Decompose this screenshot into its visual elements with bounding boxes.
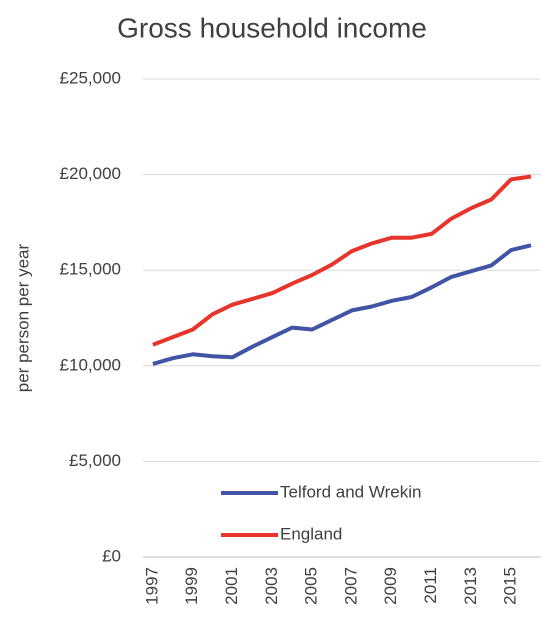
y-tick-label: £15,000: [60, 260, 121, 279]
series-line: [152, 243, 532, 366]
x-tick-label: 1999: [182, 567, 201, 605]
x-tick-label: 2001: [222, 567, 241, 605]
legend-label: England: [280, 524, 342, 543]
y-tick-label: £5,000: [69, 451, 121, 470]
y-tick-label: £25,000: [60, 68, 121, 87]
x-tick-label: 2005: [302, 567, 321, 605]
y-axis-label: per person per year: [13, 243, 32, 392]
y-tick-label: £20,000: [60, 164, 121, 183]
x-tick-label: 1997: [142, 567, 161, 605]
series-line: [152, 174, 532, 347]
y-tick-label: £10,000: [60, 355, 121, 374]
x-tick-label: 2011: [421, 567, 440, 604]
chart-title: Gross household income: [117, 12, 427, 43]
x-tick-label: 2009: [381, 567, 400, 605]
x-tick-label: 2015: [501, 567, 520, 605]
x-tick-label: 2013: [461, 567, 480, 605]
y-tick-label: £0: [102, 546, 121, 565]
x-tick-label: 2007: [341, 567, 360, 605]
x-tick-label: 2003: [262, 567, 281, 605]
legend-label: Telford and Wrekin: [280, 482, 421, 501]
